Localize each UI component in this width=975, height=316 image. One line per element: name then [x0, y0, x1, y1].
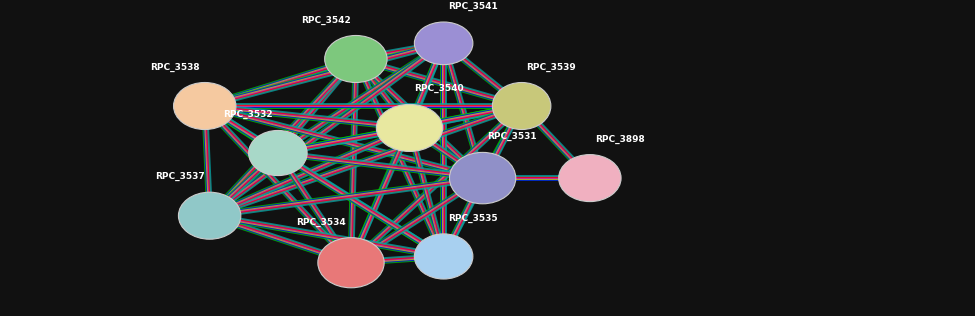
- Text: RPC_3534: RPC_3534: [296, 217, 346, 227]
- Ellipse shape: [174, 82, 236, 130]
- Ellipse shape: [559, 155, 621, 202]
- Text: RPC_3539: RPC_3539: [526, 62, 576, 71]
- Ellipse shape: [492, 82, 551, 130]
- Text: RPC_3538: RPC_3538: [150, 62, 200, 71]
- Text: RPC_3541: RPC_3541: [448, 2, 498, 11]
- Ellipse shape: [318, 238, 384, 288]
- Ellipse shape: [414, 22, 473, 65]
- Text: RPC_3542: RPC_3542: [301, 15, 351, 25]
- Ellipse shape: [376, 104, 443, 151]
- Text: RPC_3531: RPC_3531: [488, 132, 537, 142]
- Ellipse shape: [249, 131, 307, 176]
- Ellipse shape: [449, 152, 516, 204]
- Text: RPC_3532: RPC_3532: [223, 110, 273, 119]
- Ellipse shape: [325, 35, 387, 82]
- Text: RPC_3898: RPC_3898: [595, 135, 644, 143]
- Text: RPC_3537: RPC_3537: [155, 172, 205, 181]
- Ellipse shape: [414, 234, 473, 279]
- Text: RPC_3540: RPC_3540: [414, 84, 464, 94]
- Text: RPC_3535: RPC_3535: [448, 214, 498, 223]
- Ellipse shape: [178, 192, 241, 239]
